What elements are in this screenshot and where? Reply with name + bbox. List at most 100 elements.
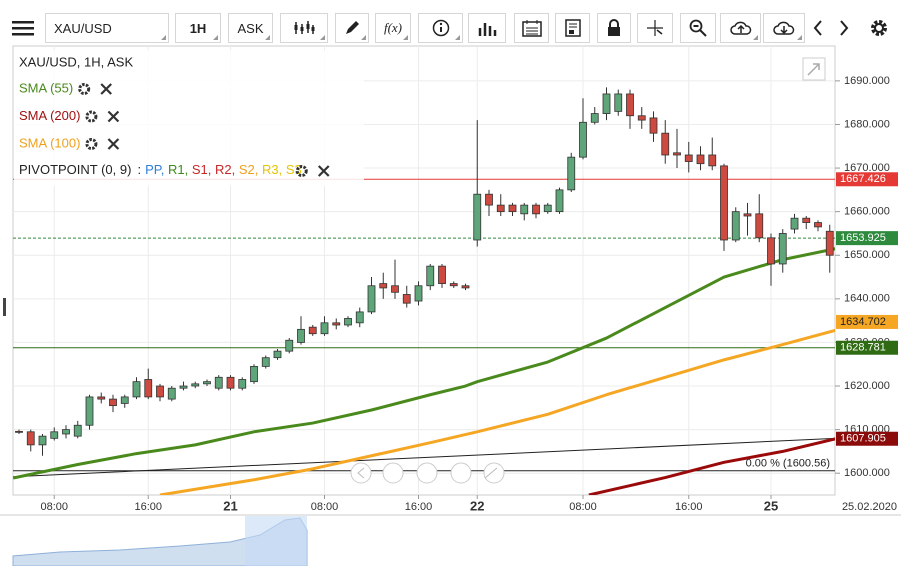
x-tick-label: 08:00 [40, 501, 68, 513]
candle-body [308, 326, 317, 335]
prev-button[interactable] [806, 13, 830, 43]
candle-body [614, 93, 623, 112]
fx: f(x) [383, 20, 403, 35]
upload-button[interactable] [720, 13, 761, 43]
navigator-window[interactable] [245, 516, 307, 566]
candle-body [414, 285, 423, 302]
candle-body [661, 132, 670, 156]
candle-body [778, 233, 787, 265]
y-tick-label: 1640.000 [844, 293, 890, 305]
x-tick-label: 22 [470, 498, 484, 513]
x-tick-label: 08:00 [569, 501, 597, 513]
plot-frame [12, 45, 836, 496]
y-tick-label: 1670.000 [844, 162, 890, 174]
candle-body [226, 376, 235, 389]
price-tag-label: 1667.426 [840, 173, 886, 185]
candle-body [473, 193, 482, 241]
candle-body [626, 93, 634, 117]
chart-type-button[interactable] [280, 13, 328, 43]
candle-body [426, 265, 435, 287]
price-tag [836, 431, 898, 446]
price-tag [836, 340, 898, 355]
candle-body [567, 156, 576, 191]
candle-body [320, 322, 329, 335]
candle-body [203, 381, 211, 385]
menu-button[interactable] [3, 13, 43, 43]
template-button[interactable] [555, 13, 590, 43]
y-tick-label: 1620.000 [844, 380, 890, 392]
symbol-select[interactable]: XAU/USD [45, 13, 169, 43]
settings-icon[interactable] [85, 138, 98, 150]
candle-body [120, 396, 129, 404]
candle-body [485, 193, 493, 206]
nav-reset[interactable] [416, 462, 438, 484]
crosshair-button[interactable] [637, 13, 673, 43]
candle-body [438, 265, 446, 284]
nav-zoom-in[interactable] [450, 462, 472, 484]
candle-body [297, 328, 305, 343]
price-tag [836, 231, 898, 246]
y-tick-label: 1600.000 [844, 467, 890, 479]
candle-body [332, 322, 341, 326]
expand-button[interactable] [802, 57, 826, 81]
resize-handle[interactable] [3, 298, 6, 316]
nav-left[interactable] [350, 462, 372, 484]
nav-zoom-out[interactable] [382, 462, 404, 484]
download-button[interactable] [763, 13, 805, 43]
x-tick-label: 16:00 [405, 501, 433, 513]
info-button[interactable] [418, 13, 463, 43]
candle-body [26, 431, 35, 446]
settings-icon[interactable] [85, 110, 98, 123]
pivot-separator: , [232, 162, 239, 177]
remove-icon[interactable] [107, 110, 120, 123]
nav-right[interactable] [483, 462, 505, 484]
volume-button[interactable] [468, 13, 506, 43]
x-tick-label: 25 [764, 498, 778, 513]
candle-body [367, 285, 376, 313]
candle-body [38, 435, 47, 446]
candle-body [50, 431, 59, 439]
candle-body [696, 154, 705, 165]
candle-body [132, 381, 141, 398]
remove-icon[interactable] [107, 138, 120, 150]
symbol: XAU/USD [54, 20, 112, 36]
pivot-item: R1 [168, 162, 185, 177]
side-select[interactable]: ASK [228, 13, 273, 43]
x-tick-label: 16:00 [675, 501, 703, 513]
candle-body [355, 311, 364, 324]
candle-body [461, 285, 470, 289]
candle-body [261, 357, 270, 367]
fib-label: 0.00 % (1600.56) [746, 458, 830, 470]
price-tag-label: 1653.925 [840, 232, 886, 244]
settings-icon[interactable] [295, 165, 308, 177]
zoom-button[interactable] [680, 13, 716, 43]
candle-body [214, 376, 223, 389]
draw-button[interactable] [335, 13, 369, 43]
candle-body [144, 379, 153, 398]
pivot-item: R2 [215, 162, 232, 177]
settings-icon[interactable] [78, 83, 91, 95]
candle-body [391, 285, 399, 293]
remove-icon[interactable] [317, 165, 330, 177]
legend-pivot: PIVOTPOINT (0, 9): PP, R1, S1, R2, S2, R3… [19, 162, 302, 177]
settings-button[interactable] [864, 13, 894, 43]
next-button[interactable] [832, 13, 856, 43]
pivot-item: S1 [192, 162, 208, 177]
pivot-item: R3 [262, 162, 279, 177]
candle-body [156, 385, 164, 398]
lock-button[interactable] [597, 13, 631, 43]
y-tick-label: 1690.000 [844, 75, 890, 87]
pivot-item: S3 [286, 162, 302, 177]
interval-select[interactable]: 1H [175, 13, 221, 43]
candle-body [273, 350, 282, 359]
candle-body [590, 113, 599, 123]
remove-icon[interactable] [100, 83, 112, 95]
candle-body [814, 222, 822, 228]
candle-body [191, 383, 200, 387]
pivot-separator: , [185, 162, 192, 177]
nav-controls [350, 462, 505, 484]
calendar-button[interactable] [514, 13, 549, 43]
indicator-button[interactable]: f(x) [375, 13, 411, 43]
